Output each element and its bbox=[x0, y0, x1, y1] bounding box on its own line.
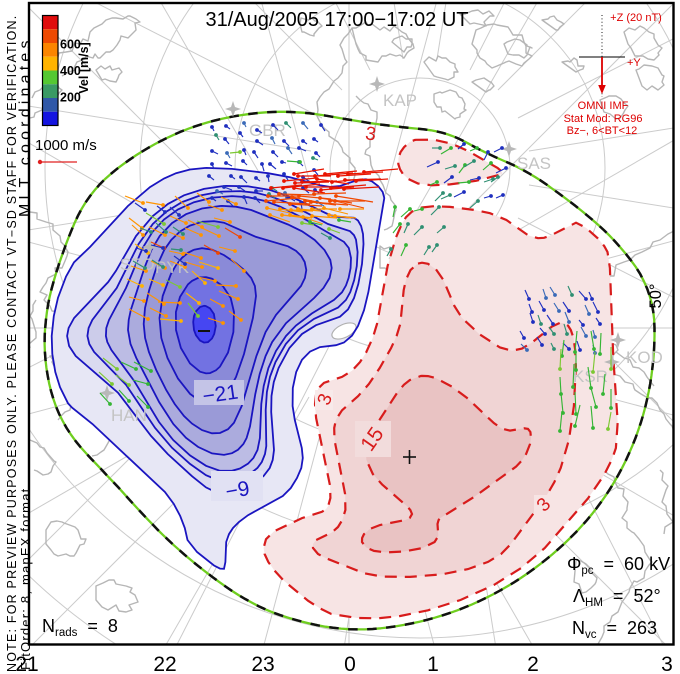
svg-text:3: 3 bbox=[661, 653, 673, 674]
svg-text:KOD: KOD bbox=[626, 348, 663, 367]
svg-text:SAS: SAS bbox=[517, 154, 551, 173]
svg-text:3: 3 bbox=[364, 123, 377, 145]
svg-text:FitOrder: 8, mapEX format: FitOrder: 8, mapEX format bbox=[18, 488, 33, 670]
svg-text:Φpc = 60 kV: Φpc = 60 kV bbox=[567, 554, 670, 577]
svg-text:200: 200 bbox=[60, 91, 81, 105]
svg-text:Nrads = 8: Nrads = 8 bbox=[42, 616, 118, 639]
svg-text:31/Aug/2005 17:00−17:02 UT: 31/Aug/2005 17:00−17:02 UT bbox=[206, 9, 469, 31]
svg-text:400: 400 bbox=[60, 64, 81, 78]
svg-text:Nvc = 263: Nvc = 263 bbox=[572, 618, 657, 641]
svg-text:OMNI IMF: OMNI IMF bbox=[578, 100, 629, 112]
svg-text:2: 2 bbox=[527, 653, 539, 674]
svg-text:+Y: +Y bbox=[627, 57, 641, 69]
svg-text:Stat Mod: RG96: Stat Mod: RG96 bbox=[564, 113, 643, 125]
svg-text:STO: STO bbox=[120, 255, 155, 274]
svg-text:PYK: PYK bbox=[155, 258, 190, 277]
svg-text:23: 23 bbox=[251, 653, 274, 674]
svg-text:MLT coordinates: MLT coordinates bbox=[17, 36, 34, 217]
svg-text:0: 0 bbox=[344, 653, 356, 674]
svg-text:22: 22 bbox=[153, 653, 176, 674]
svg-text:+Z (20 nT): +Z (20 nT) bbox=[610, 12, 662, 24]
svg-text:Vel [m/s]: Vel [m/s] bbox=[77, 42, 91, 93]
svg-text:1: 1 bbox=[427, 653, 439, 674]
svg-text:NOTE: FOR PREVIEW PURPOSES ONL: NOTE: FOR PREVIEW PURPOSES ONLY. PLEASE … bbox=[5, 15, 19, 672]
svg-text:HAN: HAN bbox=[111, 406, 147, 425]
svg-text:KSR: KSR bbox=[573, 367, 608, 386]
svg-text:50°: 50° bbox=[647, 284, 665, 309]
svg-text:21: 21 bbox=[15, 653, 38, 674]
svg-text:KAP: KAP bbox=[383, 91, 417, 110]
svg-text:600: 600 bbox=[60, 38, 81, 52]
svg-text:GBR: GBR bbox=[249, 121, 286, 140]
svg-text:−21: −21 bbox=[201, 381, 239, 409]
svg-text:1000 m/s: 1000 m/s bbox=[35, 137, 97, 154]
svg-text:Bz−, 6<BT<12: Bz−, 6<BT<12 bbox=[567, 125, 638, 137]
svg-text:−9: −9 bbox=[224, 477, 252, 504]
